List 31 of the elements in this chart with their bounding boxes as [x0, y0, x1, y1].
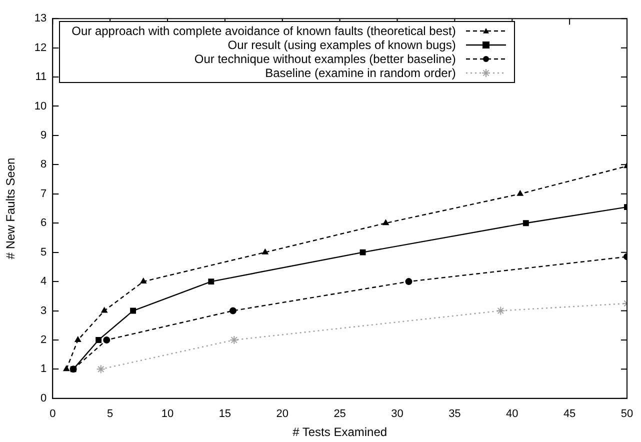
- x-tick-label: 5: [107, 408, 114, 420]
- x-tick-label: 35: [448, 408, 461, 420]
- legend-label: Our technique without examples (better baseline): [194, 52, 456, 66]
- x-axis-title: # Tests Examined: [292, 425, 388, 440]
- y-tick-label: 13: [34, 12, 47, 25]
- y-tick-label: 3: [40, 304, 47, 317]
- x-tick-label: 20: [276, 408, 289, 420]
- y-tick-label: 11: [35, 71, 47, 84]
- y-tick-label: 12: [34, 42, 47, 54]
- legend-label: Baseline (examine in random order): [265, 66, 456, 80]
- y-tick-label: 9: [40, 129, 47, 142]
- x-tick-label: 40: [506, 408, 518, 420]
- x-tick-label: 0: [50, 408, 56, 420]
- x-tick-label: 10: [161, 408, 174, 420]
- y-tick-label: 8: [40, 158, 47, 171]
- x-tick-label: 45: [563, 408, 576, 420]
- y-tick-label: 6: [40, 217, 47, 230]
- y-tick-label: 5: [40, 246, 47, 258]
- y-tick-label: 7: [40, 188, 47, 200]
- x-tick-label: 25: [334, 408, 346, 420]
- y-tick-label: 2: [40, 334, 47, 346]
- legend-label: Our result (using examples of known bugs): [228, 38, 456, 52]
- x-tick-label: 15: [218, 408, 232, 420]
- x-tick-label: 30: [391, 408, 404, 420]
- legend-label: Our approach with complete avoidance of known faults (theoretical best): [72, 24, 456, 38]
- x-tick-label: 50: [620, 408, 634, 420]
- y-tick-label: 1: [40, 363, 47, 376]
- y-axis-title: # New Faults Seen: [4, 158, 18, 260]
- y-tick-label: 4: [40, 276, 47, 288]
- y-tick-label: 0: [40, 392, 47, 404]
- y-tick-label: 10: [34, 100, 47, 112]
